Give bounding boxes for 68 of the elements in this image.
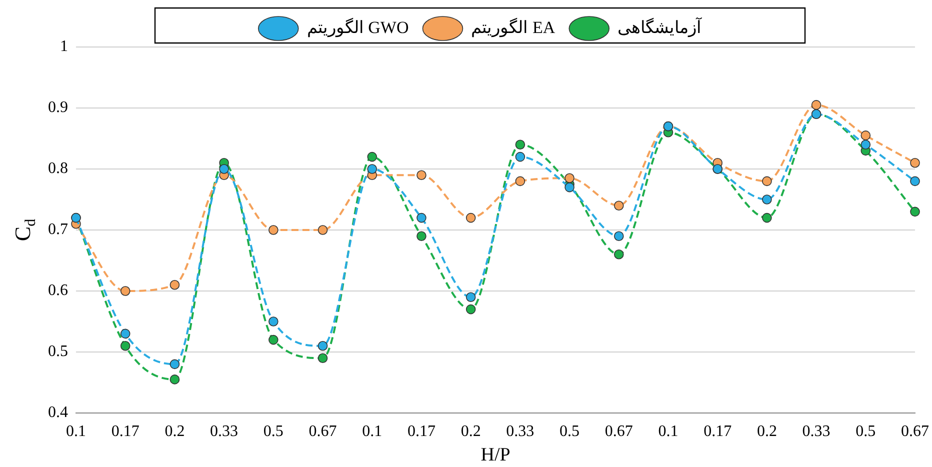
point: [811, 100, 822, 110]
point: [860, 130, 871, 140]
point: [268, 225, 278, 235]
y-tick-label: 1: [60, 38, 68, 56]
point: [564, 173, 574, 184]
point: [367, 164, 378, 174]
x-tick-label: 0.5: [263, 422, 284, 440]
point: [416, 231, 426, 241]
point: [860, 140, 871, 150]
x-tick-label: 0.33: [506, 422, 534, 440]
point: [466, 212, 476, 223]
point: [762, 176, 772, 186]
point: [219, 164, 229, 174]
x-tick-label: 0.17: [704, 422, 732, 440]
legend-label: الگوریتم EA: [471, 16, 556, 38]
y-tick-label: 0.8: [48, 160, 68, 178]
point: [762, 194, 772, 204]
y-tick-label: 0.5: [48, 343, 68, 360]
x-tick-label: 0.1: [362, 422, 382, 440]
legend-label: الگوریتم GWO: [306, 16, 409, 38]
point: [564, 182, 574, 192]
point: [910, 158, 920, 168]
point: [318, 341, 328, 351]
point: [120, 286, 130, 296]
y-tick-label: 0.6: [48, 282, 68, 300]
point: [515, 176, 526, 186]
point: [910, 176, 920, 186]
y-tick-label: 0.7: [48, 221, 68, 238]
x-tick-label: 0.33: [802, 422, 830, 440]
x-tick-label: 0.1: [658, 422, 678, 440]
point: [170, 374, 180, 384]
x-tick-label: 0.5: [560, 422, 580, 440]
x-tick-label: 0.2: [164, 422, 185, 440]
point: [416, 212, 426, 223]
point: [416, 170, 426, 180]
y-axis-title: Cd: [10, 218, 39, 242]
point: [614, 231, 624, 241]
x-tick-label: 0.17: [111, 422, 140, 440]
point: [170, 280, 180, 290]
point: [515, 140, 526, 150]
x-tick-label: 0.5: [856, 422, 876, 440]
point: [268, 316, 278, 326]
x-tick-label: 0.1: [66, 422, 86, 440]
x-tick-label: 0.67: [604, 422, 633, 440]
point: [120, 341, 130, 351]
point: [367, 152, 378, 162]
point: [762, 212, 772, 223]
y-tick-label: 0.9: [48, 99, 68, 116]
point: [318, 353, 328, 363]
point: [910, 206, 920, 217]
x-tick-label: 0.17: [407, 422, 436, 440]
point: [170, 359, 180, 370]
legend-label: آزمایشگاهی: [618, 16, 703, 38]
x-tick-label: 0.67: [308, 422, 337, 440]
y-tick-label: 0.4: [48, 404, 68, 422]
point: [466, 304, 476, 314]
point: [614, 200, 624, 210]
point: [515, 152, 526, 162]
x-tick-label: 0.2: [756, 422, 777, 440]
point: [120, 328, 130, 339]
x-tick-label: 0.67: [901, 422, 929, 440]
point: [614, 250, 624, 260]
x-tick-label: 0.33: [210, 422, 238, 440]
point: [318, 225, 328, 235]
point: [466, 292, 476, 302]
x-axis-title: H/P: [480, 444, 510, 466]
x-tick-label: 0.2: [460, 422, 481, 440]
point: [268, 334, 278, 345]
